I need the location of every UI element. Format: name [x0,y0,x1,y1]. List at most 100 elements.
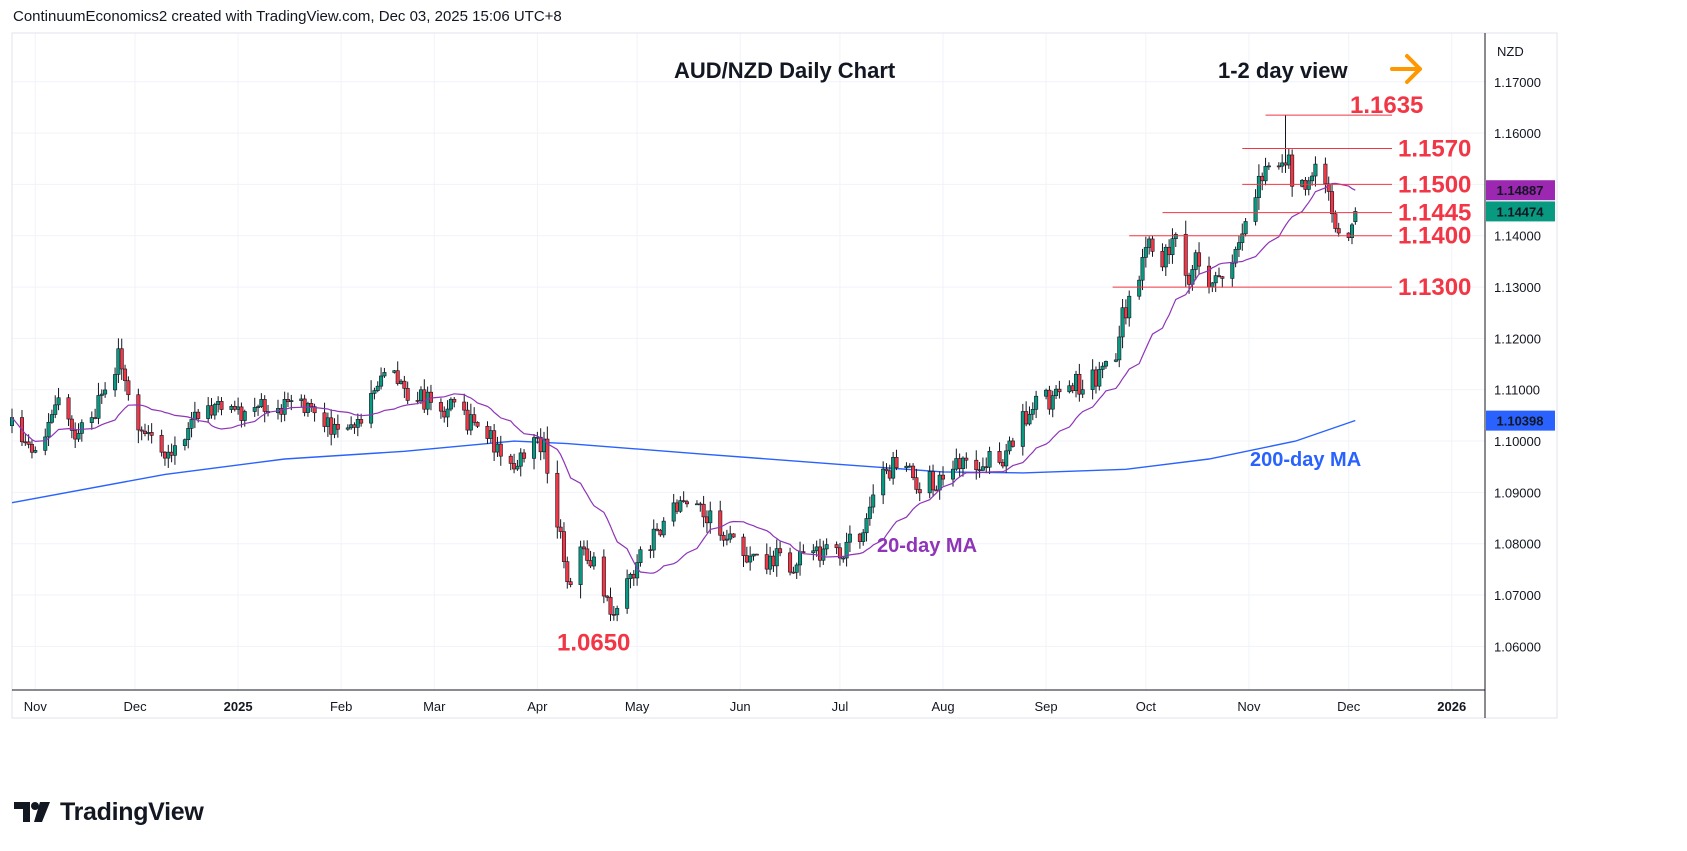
ma200-line [11,419,1356,504]
candle-up [1074,373,1079,391]
candle-down [631,573,636,579]
candle-up [252,407,257,412]
y-tick-label: 1.06000 [1494,639,1541,654]
candle-down [588,560,593,567]
candle-up [1103,361,1108,367]
x-tick-label: Jul [832,699,849,714]
candle-up [76,433,81,440]
candle-up [345,427,350,430]
candle-up [189,419,194,429]
candle-down [1123,307,1128,319]
candle-up [814,546,819,552]
candle-up [1034,395,1039,410]
candle-down [335,423,340,430]
candle-up [495,443,500,453]
chart-border [11,32,1558,719]
candle-down [239,406,244,421]
candle-up [236,406,241,410]
candle-down [857,533,862,542]
candle-up [425,391,430,410]
candle-up [146,432,151,434]
last-price-badge-bg [1486,201,1555,222]
candle-up [1050,395,1055,410]
ma200-label: 200-day MA [1250,449,1361,471]
candle-up [841,557,846,560]
candle-up [578,546,583,585]
candle-up [1030,409,1035,415]
candle-up [798,551,803,566]
candle-up [229,406,234,410]
candle-up [1349,224,1354,238]
candle-up [907,465,912,468]
candle-up [881,468,886,496]
candle-up [774,548,779,567]
candles-layer [10,115,1358,622]
candle-up [43,436,48,451]
candle-up [325,417,330,427]
x-tick-label: May [625,699,650,714]
candle-up [206,405,211,419]
candle-down [472,414,477,423]
candle-down [219,401,224,410]
candle-down [754,553,759,556]
x-tick-label: Apr [527,699,548,714]
ma20-price-badge-bg [1486,180,1555,201]
grid [12,33,1485,690]
candle-down [605,595,610,598]
candle-down [69,418,74,431]
candle-down [196,411,201,419]
candle-up [1044,389,1049,397]
candle-up [1280,162,1285,167]
candle-up [1353,211,1358,222]
level-label: 1.1300 [1398,274,1471,301]
level-label: 1.1445 [1398,200,1471,227]
candle-up [379,375,384,387]
candle-up [844,541,849,559]
candle-up [259,399,264,407]
candle-up [392,370,397,373]
candle-up [1004,450,1009,467]
candle-down [681,500,686,503]
candle-up [1306,180,1311,190]
candle-up [1163,246,1168,268]
candle-up [1310,175,1315,182]
candle-down [1024,411,1029,425]
candle-up [382,372,387,377]
candle-down [1047,389,1052,410]
candle-up [1213,275,1218,284]
candle-up [488,430,493,439]
candle-up [1140,257,1145,281]
candle-down [744,555,749,563]
candle-down [1160,251,1165,268]
candle-down [415,400,420,402]
candle-down [984,466,989,469]
candle-up [748,555,753,563]
candle-down [655,528,660,531]
candle-up [33,450,38,453]
candle-up [847,533,852,543]
candle-down [262,399,267,412]
candle-up [591,556,596,567]
candle-up [1256,175,1261,198]
candle-down [119,348,124,370]
candle-up [1090,369,1095,390]
x-tick-label: 2026 [1437,699,1466,714]
candle-down [834,544,839,549]
ma20-label: 20-day MA [877,535,977,557]
candle-up [728,533,733,540]
x-tick-label: Dec [1337,699,1361,714]
candle-up [1117,336,1122,361]
y-tick-label: 1.09000 [1494,485,1541,500]
y-tick-label: 1.11000 [1494,383,1540,398]
ma200-price-badge: 1.10398 [1497,414,1544,429]
candle-down [555,472,560,528]
candle-up [1173,233,1178,239]
candle-down [698,503,703,506]
x-tick-label: Feb [330,699,352,714]
candle-down [465,409,470,431]
tradingview-brand[interactable]: TradingView [14,797,204,827]
candle-down [684,501,689,505]
candle-up [1007,440,1012,452]
